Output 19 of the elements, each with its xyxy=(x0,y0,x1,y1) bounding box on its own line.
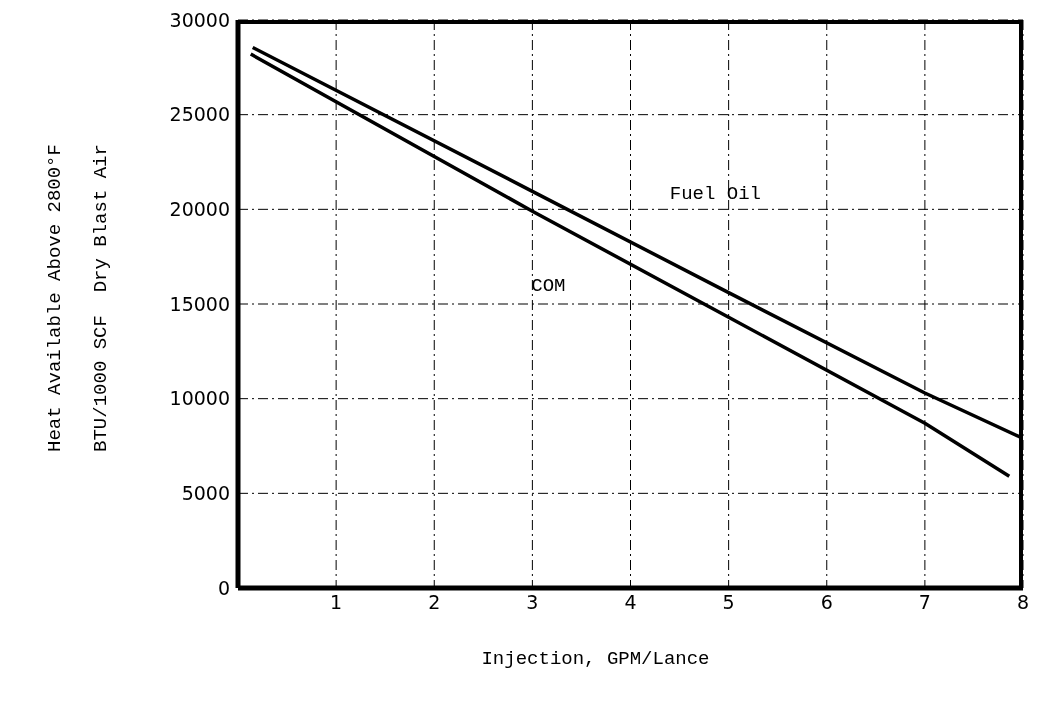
x-tick-label: 7 xyxy=(918,591,931,614)
x-tick-label: 5 xyxy=(722,591,735,614)
y-tick-label: 30000 xyxy=(169,8,230,31)
x-tick-label: 6 xyxy=(820,591,833,614)
x-axis-title: Injection, GPM/Lance xyxy=(480,648,711,670)
text: Heat Available Above 2800°F BTU/1000 SCF Dry Blast Air xyxy=(44,144,113,452)
x-tick-label: 4 xyxy=(624,591,637,614)
x-tick-label: 8 xyxy=(1016,591,1030,614)
text: Fuel Oil xyxy=(669,183,761,206)
y-tick-label: 0 xyxy=(217,576,230,599)
x-tick-label: 1 xyxy=(330,591,343,614)
text: COM xyxy=(531,275,566,298)
y-tick-label: 20000 xyxy=(169,198,230,221)
x-tick-label: 3 xyxy=(526,591,539,614)
x-tick-label: 2 xyxy=(428,591,441,614)
y-tick-label: 10000 xyxy=(169,387,230,410)
y-tick-label: 25000 xyxy=(169,103,230,126)
y-tick-label: 15000 xyxy=(169,292,230,315)
y-tick-label: 5000 xyxy=(181,482,230,505)
